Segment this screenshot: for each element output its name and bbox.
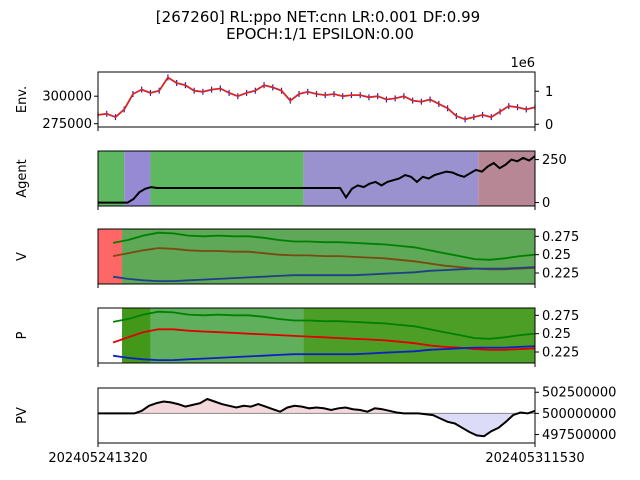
p-series-line [112, 345, 536, 361]
pv-right-tick-label: 497500000 [542, 428, 616, 443]
p-right-tick-label: 0.275 [542, 309, 579, 324]
v-axes-frame [97, 228, 536, 285]
env-right-tick-label: 0 [545, 118, 553, 133]
v-right-tick-label: 0.275 [542, 230, 579, 245]
x-tick-label-end: 202405311530 [485, 451, 584, 466]
p-right-tick-label: 0.25 [542, 327, 571, 342]
agent-background-segment [150, 151, 304, 206]
v-series-line [112, 247, 536, 271]
v-panel: V 0.225 0.25 0.275 [15, 228, 579, 288]
v-series-line [112, 266, 536, 282]
agent-y-axis-label: Agent [15, 159, 30, 197]
agent-right-tick-label: 250 [542, 153, 567, 168]
agent-background-segment [303, 151, 479, 206]
v-right-tick-label: 0.225 [542, 267, 579, 282]
agent-series-line [98, 155, 536, 204]
env-axes-frame [97, 71, 536, 128]
env-left-tick-label: 275000 [42, 117, 92, 132]
pv-series-line [98, 397, 536, 438]
v-series-line [112, 231, 536, 261]
pv-right-tick-label: 500000000 [542, 407, 616, 422]
v-right-tick-label: 0.25 [542, 248, 571, 263]
agent-background-segment [478, 151, 535, 206]
env-panel: Env. 275000 300000 0 1 1e6 [15, 56, 553, 133]
agent-right-tick-label: 0 [542, 196, 550, 211]
p-y-axis-label: P [15, 331, 30, 339]
p-series-line [112, 310, 536, 340]
env-y-axis-label: Env. [15, 86, 30, 113]
agent-background-segment [124, 151, 151, 206]
env-left-tick-label: 300000 [42, 90, 92, 105]
chart-title-line-2: EPOCH:1/1 EPSILON:0.00 [226, 25, 414, 43]
agent-background-segment [98, 151, 125, 206]
pv-right-tick-label: 502500000 [542, 386, 616, 401]
v-background-segment [98, 229, 123, 284]
agent-panel: Agent 0 250 [15, 150, 567, 211]
env-offset-label: 1e6 [510, 56, 535, 71]
x-tick-label-start: 202405241320 [48, 451, 147, 466]
env-series-line [97, 76, 536, 121]
chart-title-line-1: [267260] RL:ppo NET:cnn LR:0.001 DF:0.99 [156, 8, 480, 26]
env-right-tick-label: 1 [545, 85, 553, 100]
p-axes-frame [97, 307, 536, 364]
agent-axes-frame [97, 150, 536, 207]
v-y-axis-label: V [15, 252, 30, 261]
pv-axes-frame [97, 387, 536, 444]
pv-gain-area [98, 399, 535, 414]
pv-y-axis-label: PV [15, 407, 30, 424]
p-panel: P 0.225 0.25 0.275 [15, 307, 579, 367]
pv-panel: PV 497500000 500000000 502500000 [15, 386, 616, 447]
p-right-tick-label: 0.225 [542, 346, 579, 361]
p-background-segment [98, 308, 123, 363]
pv-loss-area [98, 413, 535, 437]
